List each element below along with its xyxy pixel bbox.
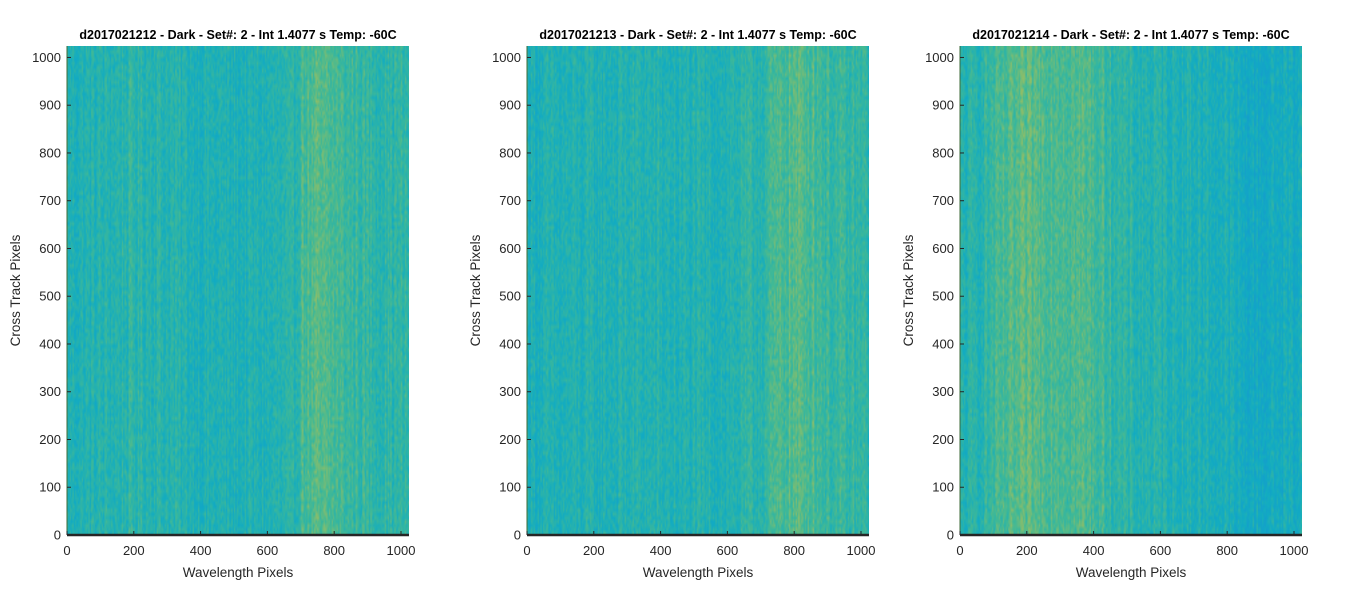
x-tick-label: 1000: [1280, 543, 1309, 558]
y-tick-label: 500: [932, 289, 954, 304]
x-tick-label: 400: [1083, 543, 1105, 558]
y-tick-label: 100: [499, 480, 521, 495]
y-tick-label: 1000: [925, 50, 954, 65]
y-tick-label: 600: [499, 241, 521, 256]
heatmap-image: [67, 46, 409, 535]
y-tick-label: 400: [499, 336, 521, 351]
y-tick-label: 1000: [492, 50, 521, 65]
y-tick-label: 500: [39, 289, 61, 304]
plot-title: d2017021212 - Dark - Set#: 2 - Int 1.407…: [79, 28, 396, 42]
x-tick-label: 400: [650, 543, 672, 558]
y-tick-label: 400: [39, 336, 61, 351]
y-axis-label: Cross Track Pixels: [468, 234, 483, 346]
y-axis-label: Cross Track Pixels: [8, 234, 23, 346]
x-tick-label: 600: [717, 543, 739, 558]
y-tick-label: 700: [499, 193, 521, 208]
x-tick-label: 200: [583, 543, 605, 558]
y-tick-label: 200: [39, 432, 61, 447]
x-tick-label: 200: [123, 543, 145, 558]
x-tick-label: 1000: [847, 543, 876, 558]
y-tick-label: 1000: [32, 50, 61, 65]
y-tick-label: 700: [932, 193, 954, 208]
y-tick-label: 400: [932, 336, 954, 351]
y-tick-label: 0: [514, 528, 521, 543]
heatmap-panel-3: d2017021214 - Dark - Set#: 2 - Int 1.407…: [901, 28, 1308, 580]
y-tick-label: 300: [499, 384, 521, 399]
x-tick-label: 400: [190, 543, 212, 558]
y-axis-label: Cross Track Pixels: [901, 234, 916, 346]
y-tick-label: 500: [499, 289, 521, 304]
y-tick-label: 100: [932, 480, 954, 495]
y-tick-label: 300: [39, 384, 61, 399]
y-tick-label: 900: [932, 98, 954, 113]
x-tick-label: 0: [523, 543, 530, 558]
y-tick-label: 900: [499, 98, 521, 113]
y-tick-label: 200: [499, 432, 521, 447]
y-tick-label: 100: [39, 480, 61, 495]
y-tick-label: 900: [39, 98, 61, 113]
x-tick-label: 600: [257, 543, 279, 558]
plot-title: d2017021214 - Dark - Set#: 2 - Int 1.407…: [972, 28, 1289, 42]
x-tick-label: 0: [956, 543, 963, 558]
y-tick-label: 200: [932, 432, 954, 447]
heatmap-image: [960, 46, 1302, 535]
heatmap-panel-1: d2017021212 - Dark - Set#: 2 - Int 1.407…: [8, 28, 415, 580]
x-tick-label: 1000: [387, 543, 416, 558]
x-tick-label: 600: [1150, 543, 1172, 558]
y-tick-label: 600: [39, 241, 61, 256]
x-tick-label: 0: [63, 543, 70, 558]
y-tick-label: 0: [947, 528, 954, 543]
y-tick-label: 800: [499, 145, 521, 160]
x-axis-label: Wavelength Pixels: [183, 565, 294, 580]
y-tick-label: 800: [932, 145, 954, 160]
heatmap-panel-2: d2017021213 - Dark - Set#: 2 - Int 1.407…: [468, 28, 875, 580]
y-tick-label: 600: [932, 241, 954, 256]
y-tick-label: 0: [54, 528, 61, 543]
y-tick-label: 800: [39, 145, 61, 160]
x-tick-label: 800: [1216, 543, 1238, 558]
y-tick-label: 300: [932, 384, 954, 399]
x-tick-label: 800: [783, 543, 805, 558]
y-tick-label: 700: [39, 193, 61, 208]
plot-title: d2017021213 - Dark - Set#: 2 - Int 1.407…: [539, 28, 856, 42]
x-tick-label: 200: [1016, 543, 1038, 558]
x-axis-label: Wavelength Pixels: [1076, 565, 1187, 580]
x-tick-label: 800: [323, 543, 345, 558]
x-axis-label: Wavelength Pixels: [643, 565, 754, 580]
heatmap-image: [527, 46, 869, 535]
